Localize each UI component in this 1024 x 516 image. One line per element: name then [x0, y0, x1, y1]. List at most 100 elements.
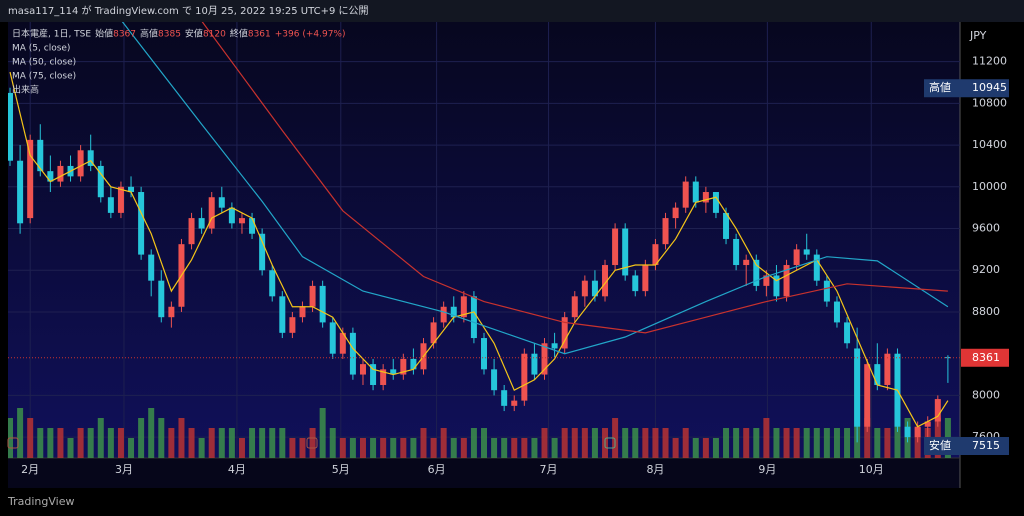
- candle-body: [854, 348, 861, 427]
- candle-body: [138, 192, 145, 255]
- overlay: 7600800088009200960010000104001080011200…: [12, 28, 1009, 476]
- candle-body: [602, 265, 609, 297]
- y-tick-label: 9600: [972, 222, 1000, 235]
- candle-body: [904, 426, 911, 438]
- volume-bar: [97, 418, 104, 458]
- candle-body: [712, 192, 719, 213]
- candle-body: [914, 426, 921, 438]
- volume-bar: [17, 408, 24, 458]
- candle-body: [561, 317, 568, 349]
- last-price: 8361: [972, 351, 1000, 364]
- candle-body: [380, 369, 387, 385]
- volume-bar: [57, 428, 64, 458]
- x-tick-label: 2月: [21, 463, 39, 476]
- volume-bar: [27, 418, 34, 458]
- volume-bar: [803, 428, 810, 458]
- ma-line: [9, 71, 949, 428]
- candle-body: [571, 296, 578, 318]
- legend-text: MA (50, close): [12, 58, 76, 68]
- candle-body: [733, 238, 740, 266]
- volume-bar: [521, 438, 528, 458]
- volume-bar: [561, 428, 568, 458]
- marker-value: 10945: [972, 81, 1007, 94]
- volume-bar: [168, 428, 175, 458]
- candle-body: [8, 92, 14, 161]
- volume-bar: [844, 428, 851, 458]
- candle-body: [359, 364, 366, 375]
- legend-text: MA (75, close): [12, 72, 76, 82]
- candle-body: [17, 160, 24, 224]
- plot-area: [8, 22, 960, 458]
- x-tick-label: 10月: [859, 463, 884, 476]
- volume-bar: [682, 428, 689, 458]
- grid: [8, 22, 960, 458]
- volume-bar: [450, 438, 457, 458]
- last-price-tag: [961, 348, 1009, 367]
- candle-body: [198, 218, 205, 229]
- legend-text: 8120: [203, 30, 226, 40]
- earnings-icon: [7, 437, 19, 449]
- volume-bar: [329, 428, 336, 458]
- footer: TradingView: [7, 495, 74, 508]
- volume-bar: [642, 428, 649, 458]
- volume-bar: [87, 428, 94, 458]
- candle-body: [349, 332, 356, 375]
- legend-text: 8367: [113, 30, 136, 40]
- volume-bar: [672, 438, 679, 458]
- candle-body: [249, 218, 256, 234]
- candle-body: [924, 421, 931, 427]
- candle-body: [813, 254, 820, 281]
- candle-body: [128, 186, 135, 193]
- volume-bar: [208, 428, 215, 458]
- volume-bar: [339, 438, 346, 458]
- candle-body: [107, 197, 114, 213]
- ma-line: [201, 22, 948, 334]
- candle-body: [460, 296, 467, 318]
- candle-body: [400, 358, 407, 375]
- earnings-icon: [604, 437, 616, 449]
- legend-text: 安値: [185, 28, 203, 40]
- volume-bar: [430, 438, 437, 458]
- candle-body: [531, 353, 538, 375]
- candle-body: [763, 275, 770, 286]
- candle-body: [87, 150, 94, 166]
- volume-bar: [198, 438, 205, 458]
- legend-text: 終値: [230, 28, 248, 40]
- candle-body: [662, 218, 669, 245]
- candle-body: [168, 306, 175, 318]
- volume-bar: [501, 438, 508, 458]
- candle-body: [491, 369, 498, 391]
- candle-body: [702, 192, 709, 203]
- candle-body: [77, 150, 84, 177]
- volume-bar: [874, 428, 881, 458]
- candle-body: [682, 181, 689, 208]
- legend-text: 8385: [158, 30, 181, 40]
- volume-bar: [622, 428, 629, 458]
- volume-bar: [218, 428, 225, 458]
- candle-body: [299, 306, 306, 318]
- candle-body: [622, 228, 629, 276]
- candle-body: [783, 265, 790, 297]
- candle-body: [793, 249, 800, 266]
- volume-bar: [551, 438, 558, 458]
- candle-body: [319, 285, 326, 323]
- candle-body: [632, 275, 639, 292]
- volume-bar: [249, 428, 256, 458]
- volume-bar: [309, 428, 316, 458]
- volume-bar: [269, 428, 276, 458]
- candle-body: [511, 400, 518, 406]
- volume-bar: [158, 418, 165, 458]
- volume-bar: [914, 428, 921, 458]
- header: masa117_114 が TradingView.com で 10月 25, …: [8, 4, 369, 17]
- candle-body: [551, 343, 558, 349]
- candle-body: [753, 259, 760, 286]
- volume-bar: [571, 428, 578, 458]
- marker-tag: [924, 79, 1009, 98]
- candle-body: [642, 265, 649, 292]
- volume-bar: [833, 428, 840, 458]
- marker-value: 7515: [972, 439, 1000, 452]
- x-tick-label: 7月: [540, 463, 558, 476]
- candle-body: [874, 364, 881, 385]
- candle-body: [289, 317, 296, 333]
